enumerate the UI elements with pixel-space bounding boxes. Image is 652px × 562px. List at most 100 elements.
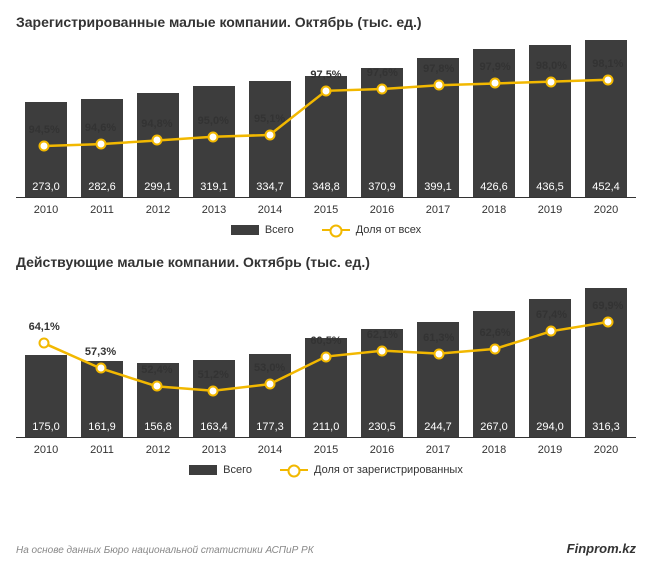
legend-bar-label: Всего [223, 464, 252, 476]
bar: 177,3 [249, 354, 291, 437]
bar-value-label: 299,1 [144, 181, 172, 193]
legend-bar-label: Всего [265, 224, 294, 236]
bar: 273,0 [25, 102, 67, 197]
legend-bar: Всего [231, 224, 294, 236]
bar: 399,1 [417, 58, 459, 197]
brand-text: Finprom.kz [567, 541, 636, 556]
bar-value-label: 211,0 [313, 421, 340, 433]
chart1-legend: Всего Доля от всех [16, 224, 636, 236]
bar-slot: 273,0 [18, 38, 74, 197]
legend-line: Доля от зарегистрированных [280, 464, 463, 476]
xaxis-tick: 2017 [410, 204, 466, 216]
xaxis-tick: 2020 [578, 444, 634, 456]
bar-slot: 244,7 [410, 278, 466, 437]
bar: 316,3 [585, 288, 627, 437]
bar-slot: 370,9 [354, 38, 410, 197]
bar-value-label: 273,0 [32, 181, 60, 193]
legend-bar: Всего [189, 464, 252, 476]
bar-value-label: 426,6 [480, 181, 508, 193]
bar-slot: 399,1 [410, 38, 466, 197]
swatch-bar-icon [189, 465, 217, 475]
chart1-title: Зарегистрированные малые компании. Октяб… [16, 14, 636, 30]
bar-slot: 299,1 [130, 38, 186, 197]
legend-line: Доля от всех [322, 224, 421, 236]
bar: 452,4 [585, 40, 627, 197]
bar-value-label: 267,0 [480, 421, 508, 433]
bar-slot: 319,1 [186, 38, 242, 197]
bar-value-label: 316,3 [592, 421, 620, 433]
bar-slot: 267,0 [466, 278, 522, 437]
bar: 267,0 [473, 311, 515, 437]
bar: 211,0 [305, 338, 347, 437]
xaxis-tick: 2010 [18, 444, 74, 456]
bar-value-label: 319,1 [200, 181, 228, 193]
xaxis-tick: 2017 [410, 444, 466, 456]
bar-slot: 161,9 [74, 278, 130, 437]
legend-line-label: Доля от зарегистрированных [314, 464, 463, 476]
bar: 175,0 [25, 355, 67, 437]
bar: 163,4 [193, 360, 235, 437]
bar-slot: 452,4 [578, 38, 634, 197]
bar: 230,5 [361, 329, 403, 437]
bar: 294,0 [529, 299, 571, 437]
bar: 156,8 [137, 363, 179, 437]
bar-slot: 175,0 [18, 278, 74, 437]
bar-value-label: 348,8 [312, 181, 340, 193]
bar: 334,7 [249, 81, 291, 197]
bar-slot: 294,0 [522, 278, 578, 437]
bar-value-label: 370,9 [368, 181, 396, 193]
bar-value-label: 177,3 [256, 421, 284, 433]
chart2-xaxis: 2010201120122013201420152016201720182019… [16, 438, 636, 456]
bar: 244,7 [417, 322, 459, 437]
swatch-line-icon [322, 229, 350, 231]
bar: 426,6 [473, 49, 515, 197]
chart1-plot: 273,0 282,6 299,1 319,1 334,7 348,8 370,9 399,1… [16, 38, 636, 198]
bar-value-label: 163,4 [200, 421, 228, 433]
chart2-legend: Всего Доля от зарегистрированных [16, 464, 636, 476]
bar-value-label: 156,8 [144, 421, 172, 433]
source-text: На основе данных Бюро национальной стати… [16, 545, 314, 556]
bar-slot: 348,8 [298, 38, 354, 197]
bar-value-label: 244,7 [424, 421, 452, 433]
xaxis-tick: 2011 [74, 444, 130, 456]
bar: 348,8 [305, 76, 347, 197]
legend-line-label: Доля от всех [356, 224, 421, 236]
bar-slot: 177,3 [242, 278, 298, 437]
bar: 370,9 [361, 68, 403, 197]
xaxis-tick: 2012 [130, 204, 186, 216]
chart1-xaxis: 2010201120122013201420152016201720182019… [16, 198, 636, 216]
bar-value-label: 452,4 [592, 181, 620, 193]
swatch-bar-icon [231, 225, 259, 235]
bar-value-label: 294,0 [536, 421, 564, 433]
xaxis-tick: 2019 [522, 444, 578, 456]
xaxis-tick: 2015 [298, 204, 354, 216]
xaxis-tick: 2018 [466, 444, 522, 456]
bar-value-label: 399,1 [424, 181, 452, 193]
xaxis-tick: 2010 [18, 204, 74, 216]
bar-value-label: 334,7 [256, 181, 284, 193]
bar-slot: 230,5 [354, 278, 410, 437]
bar: 319,1 [193, 86, 235, 197]
bar-value-label: 282,6 [88, 181, 116, 193]
xaxis-tick: 2015 [298, 444, 354, 456]
bar: 282,6 [81, 99, 123, 197]
xaxis-tick: 2020 [578, 204, 634, 216]
xaxis-tick: 2012 [130, 444, 186, 456]
xaxis-tick: 2018 [466, 204, 522, 216]
xaxis-tick: 2014 [242, 444, 298, 456]
xaxis-tick: 2013 [186, 444, 242, 456]
xaxis-tick: 2019 [522, 204, 578, 216]
bar-value-label: 161,9 [88, 421, 116, 433]
bar-slot: 211,0 [298, 278, 354, 437]
xaxis-tick: 2016 [354, 204, 410, 216]
xaxis-tick: 2016 [354, 444, 410, 456]
bar: 161,9 [81, 361, 123, 437]
bar-slot: 282,6 [74, 38, 130, 197]
bar-slot: 426,6 [466, 38, 522, 197]
bar-value-label: 175,0 [32, 421, 60, 433]
footer: На основе данных Бюро национальной стати… [16, 541, 636, 556]
bar-value-label: 436,5 [536, 181, 564, 193]
chart2-plot: 175,0 161,9 156,8 163,4 177,3 211,0 230,5 244,7… [16, 278, 636, 438]
bar-slot: 316,3 [578, 278, 634, 437]
xaxis-tick: 2013 [186, 204, 242, 216]
